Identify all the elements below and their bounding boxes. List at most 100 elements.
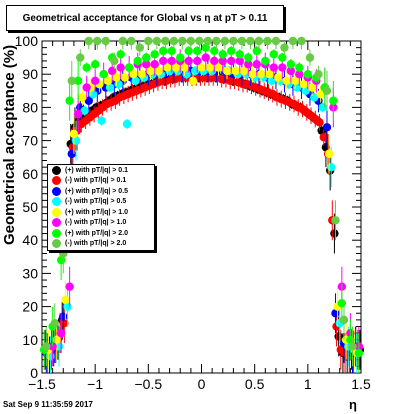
data-point [252, 60, 261, 69]
legend-entry: (+) with pT/|q| > 2.0 [48, 228, 154, 239]
legend-label: (-) with pT/|q| > 2.0 [65, 240, 127, 248]
data-point [159, 56, 168, 66]
x-tick-label: −0.5 [135, 376, 163, 392]
data-point [220, 36, 230, 46]
data-point [68, 143, 78, 152]
data-point [137, 70, 147, 79]
data-point [254, 36, 264, 46]
data-point [99, 70, 108, 79]
data-point [82, 63, 91, 72]
data-point [135, 43, 145, 52]
data-point [197, 63, 206, 72]
data-point [195, 36, 204, 46]
legend-label: (+) with pT/|q| > 1.0 [65, 208, 129, 216]
data-point [65, 96, 74, 105]
data-point [112, 73, 121, 82]
data-point [339, 315, 349, 325]
data-point [146, 66, 155, 76]
data-point [188, 76, 198, 86]
data-point [263, 36, 272, 46]
data-point [76, 53, 85, 62]
data-point [103, 76, 113, 86]
data-point [227, 56, 236, 66]
data-point [50, 319, 59, 328]
legend-marker-icon [52, 186, 61, 196]
y-tick-label: 60 [22, 166, 38, 182]
data-point [295, 63, 304, 72]
data-point [110, 56, 119, 66]
data-point [171, 63, 181, 72]
data-point [210, 46, 219, 56]
legend-label: (+) with pT/|q| > 0.1 [65, 166, 129, 174]
data-point [184, 56, 193, 66]
data-point [78, 93, 87, 102]
legend-entry: (-) with pT/|q| > 0.1 [48, 176, 154, 187]
data-point [261, 56, 270, 66]
data-point [73, 76, 83, 86]
data-point [282, 76, 291, 86]
data-point [229, 36, 238, 46]
data-point [205, 63, 215, 72]
data-point [93, 36, 102, 46]
legend-entry: (-) with pT/|q| > 0.5 [48, 197, 154, 208]
data-point [59, 312, 68, 321]
data-point [286, 60, 296, 69]
data-point [237, 36, 247, 46]
data-point [256, 70, 266, 79]
data-point [65, 282, 74, 291]
data-point [133, 56, 142, 66]
data-point [97, 116, 106, 125]
x-tick-label: 0 [198, 376, 206, 392]
data-point [212, 36, 221, 46]
data-point [163, 63, 172, 72]
legend-label: (-) with pT/|q| > 0.1 [65, 177, 127, 185]
data-point [305, 53, 315, 62]
data-point [101, 36, 111, 46]
data-point [176, 53, 185, 62]
legend-marker-icon [52, 207, 61, 217]
data-point [107, 66, 117, 76]
data-point [273, 73, 283, 82]
data-point [116, 63, 125, 72]
x-tick-label: −1.5 [28, 376, 56, 392]
data-point [327, 162, 336, 172]
y-tick-label: 70 [22, 133, 38, 149]
data-point [193, 46, 202, 56]
data-point [42, 342, 51, 351]
x-tick-label: 1.5 [351, 376, 371, 392]
data-point [231, 66, 240, 76]
data-point [307, 83, 317, 92]
data-point [329, 96, 338, 105]
data-point [218, 56, 227, 66]
data-point [90, 76, 100, 86]
data-point [60, 319, 69, 328]
data-point [222, 66, 232, 76]
data-point [82, 83, 91, 92]
data-point [73, 109, 83, 119]
data-point [227, 46, 236, 56]
data-point [244, 53, 253, 62]
data-point [218, 50, 227, 59]
legend-marker-icon [52, 176, 61, 186]
data-point [59, 249, 68, 258]
data-point [330, 229, 339, 238]
data-point [324, 149, 334, 159]
data-point [193, 56, 202, 66]
legend-marker-icon [52, 165, 61, 175]
timestamp: Sat Sep 9 11:35:59 2017 [3, 400, 93, 409]
legend-entry: (+) with pT/|q| > 0.1 [48, 165, 154, 176]
data-point [239, 66, 249, 76]
data-point [271, 36, 281, 46]
data-point [159, 46, 168, 56]
data-point [303, 70, 313, 79]
data-point [319, 133, 328, 142]
data-point [67, 149, 76, 159]
y-tick-label: 100 [15, 33, 39, 49]
data-point [322, 123, 332, 132]
chart-title-box: Geometrical acceptance for Global vs η a… [6, 5, 284, 31]
data-point [169, 36, 179, 46]
data-point [354, 348, 364, 358]
y-tick-label: 50 [22, 199, 38, 215]
data-point [290, 76, 300, 86]
data-point [348, 342, 357, 351]
